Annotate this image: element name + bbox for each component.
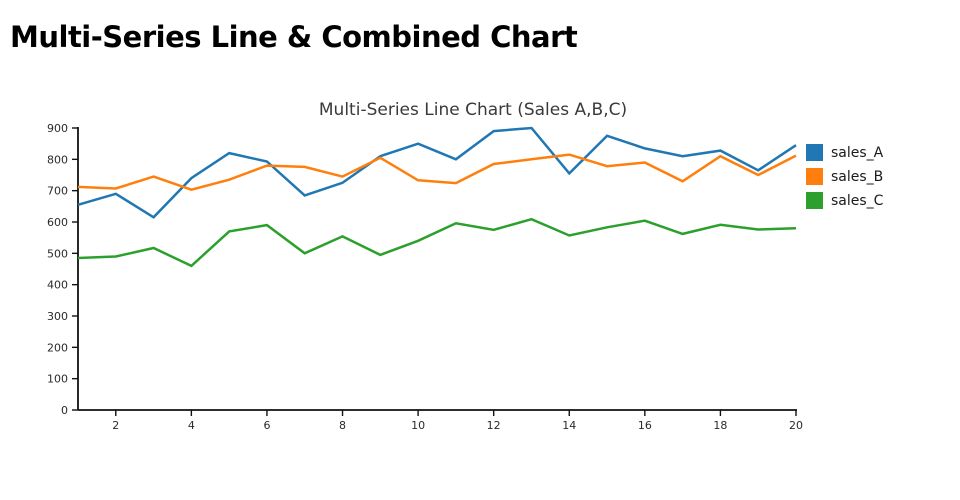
y-tick-label: 700 (47, 185, 68, 198)
line-sales_C (77, 217, 797, 268)
y-tick-label: 400 (47, 279, 68, 292)
line-sales_A (77, 126, 797, 219)
y-tick-label: 600 (47, 216, 68, 229)
x-axis: 2 4 6 8 10 12 14 16 18 20 (78, 409, 803, 432)
x-tick-label: 16 (638, 419, 652, 432)
legend-swatch-icon (806, 144, 823, 161)
legend-item-sales_B[interactable]: sales_B (806, 168, 883, 185)
y-tick-label: 500 (47, 247, 68, 260)
y-tick-label: 200 (47, 341, 68, 354)
line-sales_B (77, 153, 797, 192)
x-tick-label: 8 (339, 419, 346, 432)
legend-item-sales_A[interactable]: sales_A (806, 144, 883, 161)
legend-item-sales_C[interactable]: sales_C (806, 192, 883, 209)
x-tick-label: 18 (713, 419, 727, 432)
legend-label: sales_C (831, 192, 884, 209)
y-tick-label: 800 (47, 153, 68, 166)
x-tick-label: 14 (562, 419, 576, 432)
y-tick-label: 0 (61, 404, 68, 417)
y-tick-label: 900 (47, 122, 68, 135)
chart-title: Multi-Series Line Chart (Sales A,B,C) (318, 100, 628, 120)
y-tick-label: 300 (47, 310, 68, 323)
x-tick-label: 12 (487, 419, 501, 432)
x-tick-label: 10 (411, 419, 425, 432)
legend-swatch-icon (806, 168, 823, 185)
x-tick-label: 6 (263, 419, 270, 432)
legend-label: sales_A (831, 144, 884, 161)
y-tick-label: 100 (47, 373, 68, 386)
legend-swatch-icon (806, 192, 823, 209)
x-tick-label: 4 (188, 419, 195, 432)
x-tick-label: 20 (789, 419, 803, 432)
page-title: Multi-Series Line & Combined Chart (10, 20, 578, 54)
legend: sales_A sales_B sales_C (806, 144, 883, 216)
y-axis: 0 100 200 300 400 500 600 700 800 900 (47, 122, 79, 417)
x-tick-label: 2 (112, 419, 119, 432)
legend-label: sales_B (831, 168, 884, 185)
